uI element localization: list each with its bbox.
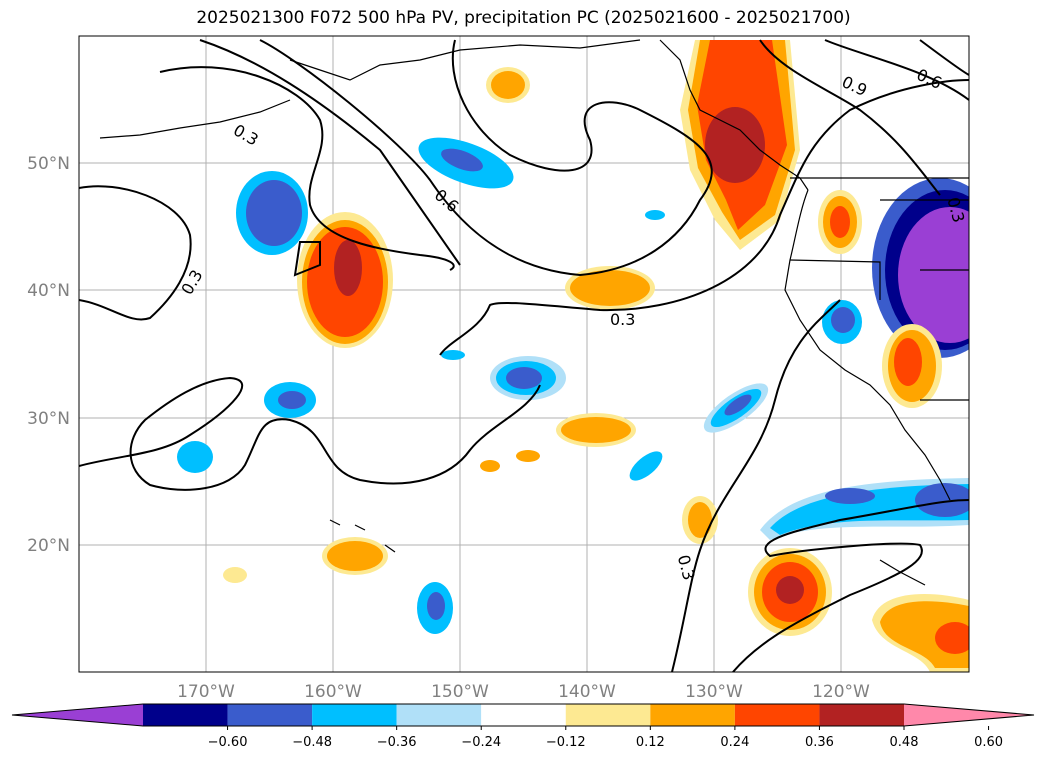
colorbar-segment [819,704,904,726]
lon-tick-label: 120°W [812,682,870,702]
colorbar-segment [650,704,735,726]
precip-positive-areas [223,40,969,672]
lon-tick-label: 130°W [685,682,743,702]
precip-negative-areas [177,137,969,634]
colorbar-tick-label: −0.60 [208,735,248,750]
coastlines [99,39,969,586]
lon-tick-label: 170°W [177,682,235,702]
colorbar-extend-min [12,704,143,726]
lon-tick-label: 160°W [304,682,362,702]
contour-label: 0.9 [839,72,870,100]
colorbar-segment [734,704,820,726]
colorbar-tick-label: −0.48 [292,735,332,750]
contour-label: 0.3 [230,120,262,149]
lat-tick-labels: 20°N 30°N 40°N 50°N [27,154,70,556]
colorbar-tick-label: 0.60 [974,735,1003,750]
colorbar-tick-label: −0.36 [377,735,417,750]
gridlines [79,36,969,672]
lat-tick-label: 40°N [27,281,70,301]
colorbar-extend-max [904,704,1034,726]
lon-tick-label: 140°W [558,682,616,702]
colorbar-segment [565,704,651,726]
contour-label: 0.3 [674,553,699,583]
colorbar-segment [396,704,482,726]
lat-tick-label: 30°N [27,409,70,429]
contour-label: 0.6 [914,65,945,93]
colorbar-segment [143,704,228,726]
colorbar-tick-label: 0.12 [636,735,665,750]
colorbar-tick-label: 0.48 [890,735,919,750]
lat-tick-label: 20°N [27,536,70,556]
contour-label: 0.6 [431,185,463,216]
lon-tick-label: 150°W [431,682,489,702]
map-frame [78,35,970,673]
lon-tick-labels: 170°W 160°W 150°W 140°W 130°W 120°W [177,682,870,702]
contour-label: 0.3 [177,266,206,298]
colorbar-tick-label: 0.36 [805,735,834,750]
colorbar-tick-label: −0.24 [461,735,501,750]
map-title: 2025021300 F072 500 hPa PV, precipitatio… [196,8,851,28]
colorbar: −0.60 −0.48 −0.36 −0.24 −0.12 0.12 0.24 0.36 0.4… [11,703,1035,750]
contour-label: 0.3 [610,310,635,329]
pv-contours [79,39,969,672]
colorbar-tick-label: −0.12 [546,735,586,750]
colorbar-segment [312,704,397,726]
colorbar-outline [11,703,1035,727]
colorbar-tick-label: 0.24 [720,735,749,750]
colorbar-segment [227,704,313,726]
lat-tick-label: 50°N [27,154,70,174]
colorbar-segment [481,704,566,726]
